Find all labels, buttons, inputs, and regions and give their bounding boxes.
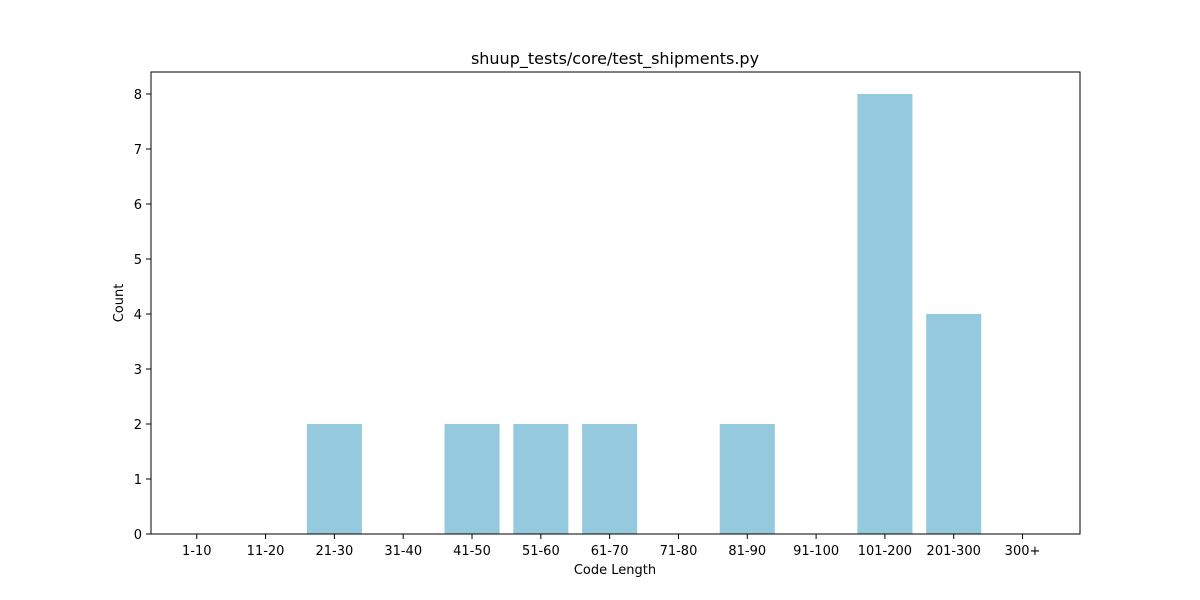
- y-tick-label: 6: [134, 198, 142, 213]
- bar-41-50: [444, 424, 500, 534]
- y-tick-label: 3: [134, 363, 142, 378]
- y-tick-label: 7: [134, 143, 142, 158]
- x-tick-label: 81-90: [728, 544, 766, 559]
- x-tick-label: 300+: [1005, 544, 1041, 559]
- x-tick-label: 91-100: [793, 544, 839, 559]
- y-tick-label: 4: [134, 308, 142, 323]
- y-tick-label: 1: [134, 473, 142, 488]
- y-tick-label: 0: [134, 528, 142, 543]
- y-tick-label: 8: [134, 88, 142, 103]
- x-axis-label: Code Length: [574, 563, 656, 578]
- bar-51-60: [513, 424, 569, 534]
- x-tick-label: 1-10: [182, 544, 212, 559]
- plot-frame: [150, 71, 1081, 535]
- x-tick-label: 201-300: [927, 544, 981, 559]
- x-tick-label: 101-200: [858, 544, 912, 559]
- x-tick-label: 71-80: [660, 544, 698, 559]
- bar-101-200: [857, 94, 913, 534]
- x-tick-label: 51-60: [522, 544, 560, 559]
- bars-group: [306, 94, 982, 534]
- y-axis-label: Count: [112, 284, 127, 323]
- y-tick-label: 2: [134, 418, 142, 433]
- x-tick-label: 11-20: [247, 544, 285, 559]
- x-tick-label: 41-50: [453, 544, 491, 559]
- bar-81-90: [719, 424, 775, 534]
- bar-21-30: [306, 424, 362, 534]
- bar-201-300: [926, 314, 982, 534]
- x-tick-label: 31-40: [384, 544, 422, 559]
- x-axis-ticks: 1-10 11-20 21-30 31-40 41-50 51-60 61-70 71-80 8…: [182, 534, 1040, 559]
- chart-title: shuup_tests/core/test_shipments.py: [471, 49, 759, 69]
- y-tick-label: 5: [134, 253, 142, 268]
- x-tick-label: 21-30: [316, 544, 354, 559]
- bar-61-70: [582, 424, 638, 534]
- x-tick-label: 61-70: [591, 544, 629, 559]
- y-axis-ticks: 0 1 2 3 4 5 6 7 8: [134, 88, 151, 543]
